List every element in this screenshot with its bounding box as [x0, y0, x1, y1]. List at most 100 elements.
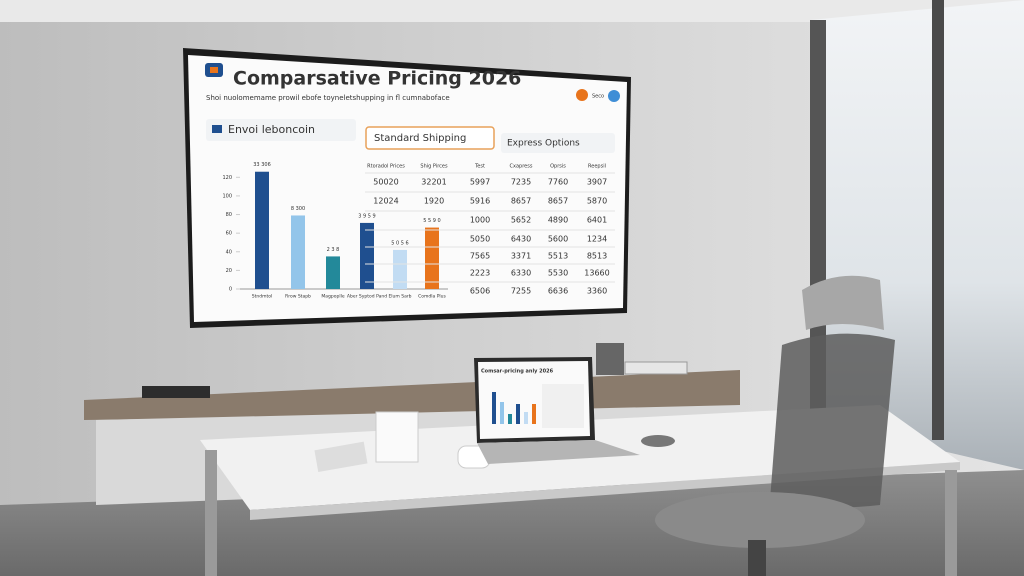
table-header: Reepsil — [588, 164, 606, 170]
y-tick-label: 20 — [226, 268, 232, 274]
bar-label: 2 3 8 — [327, 247, 340, 253]
table-cell: 1920 — [424, 197, 444, 206]
table-header: Test — [474, 164, 485, 170]
table-cell: 3371 — [511, 252, 531, 261]
y-tick-label: 40 — [226, 249, 232, 255]
table-cell: 7255 — [511, 287, 531, 296]
magazines — [624, 361, 688, 375]
mouse — [641, 435, 675, 447]
table-cell: 3907 — [587, 178, 607, 187]
ceiling — [0, 0, 1024, 22]
table-cell: 6330 — [511, 269, 531, 278]
table-cell: 6430 — [511, 235, 531, 244]
bar — [291, 215, 305, 289]
table-cell: 6636 — [548, 287, 568, 296]
laptop-title: Comsar-pricing anly 2026 — [481, 369, 554, 375]
logo-accent — [210, 67, 218, 73]
pen-holder — [375, 411, 419, 463]
table-cell: 7565 — [470, 252, 490, 261]
chair-back — [770, 333, 895, 508]
table-cell: 7235 — [511, 178, 531, 187]
laptop-base — [477, 440, 640, 464]
laptop-bar — [492, 392, 496, 424]
dashboard-title: Comparsative Pricing 2026 — [233, 68, 521, 90]
chair-seat — [655, 492, 865, 548]
table-header: Cxapress — [510, 164, 533, 170]
bar — [326, 256, 340, 289]
table-header: Oprsis — [550, 164, 566, 170]
window-mullion — [932, 0, 944, 440]
y-tick-label: 60 — [226, 231, 232, 237]
header-icon[interactable] — [576, 89, 588, 101]
x-tick-label: Aber Syptod Pand — [347, 294, 387, 300]
tab[interactable] — [206, 119, 356, 141]
books — [142, 386, 210, 398]
header-icon[interactable] — [608, 90, 620, 102]
table-cell: 5652 — [511, 216, 531, 225]
laptop-bar — [508, 414, 512, 424]
table-cell: 2223 — [470, 269, 490, 278]
tab[interactable] — [365, 126, 495, 150]
dashboard-body: 0 20 40 60 80 100 120 33 306 Stndmtol 8 300 Rrow S… — [222, 162, 615, 300]
table-cell: 7760 — [548, 178, 568, 187]
tab[interactable] — [501, 133, 615, 153]
desk-leg — [945, 470, 957, 576]
table-cell: 5916 — [470, 197, 490, 206]
table-cell: 8513 — [587, 252, 607, 261]
table-cell: 1000 — [470, 216, 490, 225]
table-header: Shig Pirces — [420, 164, 448, 170]
chair-base — [748, 540, 766, 576]
table-cell: 6401 — [587, 216, 607, 225]
dashboard-subtitle: Shoi nuolomemame prowil ebofe toyneletsh… — [206, 94, 450, 102]
table-cell: 5513 — [548, 252, 568, 261]
y-tick-label: 0 — [229, 287, 232, 293]
table-cell: 32201 — [421, 178, 446, 187]
x-tick-label: Comdla Plus — [418, 294, 446, 300]
table-cell: 6506 — [470, 287, 490, 296]
table-cell: 8657 — [548, 197, 568, 206]
table-cell: 3360 — [587, 287, 607, 296]
y-tick-label: 80 — [226, 212, 232, 218]
x-tick-label: Rrow Stapb — [285, 294, 311, 300]
laptop-bar — [524, 412, 528, 424]
tab-label: Express Options — [507, 139, 580, 149]
photo-frame — [596, 343, 624, 375]
bar-label: 5 5 9 0 — [423, 218, 441, 224]
bar-label: 5 0 5 6 — [391, 240, 409, 246]
bar — [255, 171, 269, 289]
table-cell: 50020 — [373, 178, 398, 187]
x-tick-label: Stndmtol — [252, 294, 272, 300]
bar-label: 8 300 — [291, 206, 305, 212]
laptop-chart — [492, 384, 584, 428]
desk-leg — [205, 450, 217, 576]
header-badge: Seco — [592, 94, 604, 100]
table-cell: 5870 — [587, 197, 607, 206]
tab-label: Envoi leboncoin — [228, 123, 315, 136]
x-tick-label: Magpoplle — [321, 294, 344, 300]
table-cell: 5600 — [548, 235, 568, 244]
bar — [425, 227, 439, 289]
table-cell: 1234 — [587, 235, 607, 244]
laptop-table — [542, 384, 584, 428]
laptop-bar — [516, 404, 520, 424]
notebook — [314, 441, 368, 473]
table-cell: 5050 — [470, 235, 490, 244]
table-cell: 5997 — [470, 178, 490, 187]
y-tick-label: 120 — [222, 175, 232, 181]
tab-label: Standard Shipping — [374, 133, 466, 144]
chair-headrest — [802, 275, 884, 330]
bar — [360, 222, 374, 289]
y-tick-label: 100 — [222, 193, 232, 199]
laptop-bar — [500, 402, 504, 424]
x-tick-label: Elum Sarb — [388, 294, 411, 300]
table-cell: 8657 — [511, 197, 531, 206]
bar-label: 3 9 5 9 — [358, 213, 376, 219]
table-cell: 5530 — [548, 269, 568, 278]
bar-label: 33 306 — [253, 162, 271, 168]
table-cell: 13660 — [584, 269, 609, 278]
bar — [393, 249, 407, 289]
table-cell: 12024 — [373, 197, 398, 206]
table-header: Rtoradol Prices — [367, 164, 405, 170]
